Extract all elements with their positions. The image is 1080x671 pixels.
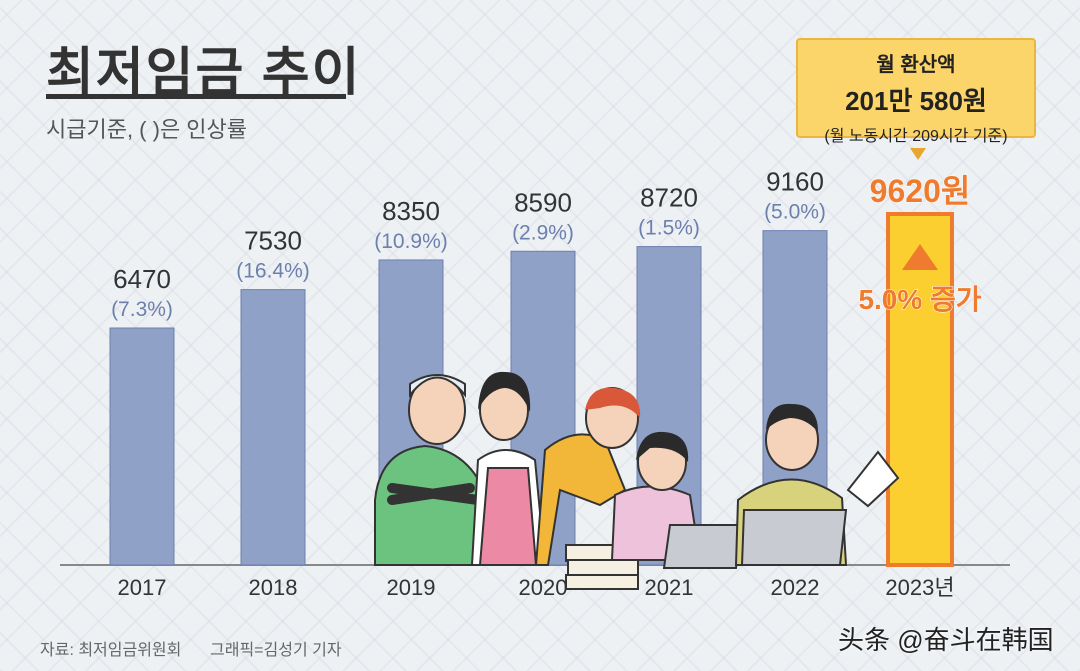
x-tick-label: 2021	[645, 575, 694, 600]
page-subtitle: 시급기준, ( )은 인상률	[46, 117, 248, 142]
callout-title: 월 환산액	[876, 54, 956, 76]
x-tick-label: 2022	[771, 575, 820, 600]
bar-2017	[109, 327, 175, 566]
value-label: 8350	[382, 196, 440, 226]
value-label: 9160	[766, 167, 824, 197]
increase-label: 5.0% 증가	[858, 284, 981, 315]
rate-label: (2.9%)	[512, 221, 574, 244]
bar-2018	[240, 289, 306, 566]
up-arrow-icon	[902, 244, 938, 271]
monthly-equivalent-callout: 월 환산액 201만 580원 (월 노동시간 209시간 기준)	[796, 38, 1036, 145]
value-label: 7530	[244, 226, 302, 256]
x-tick-label: 2023년	[885, 575, 954, 600]
rate-label: (1.5%)	[638, 217, 700, 240]
x-tick-label: 2019	[387, 575, 436, 600]
graphic-credit: 그래픽=김성기 기자	[210, 642, 342, 659]
rate-label: (5.0%)	[764, 201, 826, 224]
title-underline	[46, 94, 346, 99]
worker-laptop-pink-illustration	[610, 431, 744, 569]
rate-label: (7.3%)	[111, 298, 173, 321]
worker-green-shirt-illustration	[374, 374, 489, 566]
callout-pointer-icon	[910, 148, 926, 160]
value-label: 8720	[640, 183, 698, 213]
worker-papers-man-illustration	[734, 403, 900, 566]
page-title: 최저임금 추이	[46, 44, 362, 102]
x-tick-label: 2020	[519, 575, 568, 600]
value-label: 8590	[514, 187, 572, 217]
callout-amount: 201만 580원	[845, 86, 987, 116]
x-tick-label: 2018	[249, 575, 298, 600]
watermark: 头条 @奋斗在韩国	[838, 625, 1054, 655]
highlight-value-label: 9620원	[870, 173, 971, 209]
worker-yellow-shirt-illustration	[534, 387, 641, 566]
source-note: 자료: 최저임금위원회	[40, 642, 182, 659]
value-label: 6470	[113, 264, 171, 294]
worker-pink-apron-illustration	[470, 371, 547, 566]
rate-label: (10.9%)	[374, 230, 448, 253]
callout-note: (월 노동시간 209시간 기준)	[824, 128, 1008, 145]
rate-label: (16.4%)	[236, 260, 310, 283]
x-tick-label: 2017	[118, 575, 167, 600]
bar-2023년	[886, 212, 954, 567]
